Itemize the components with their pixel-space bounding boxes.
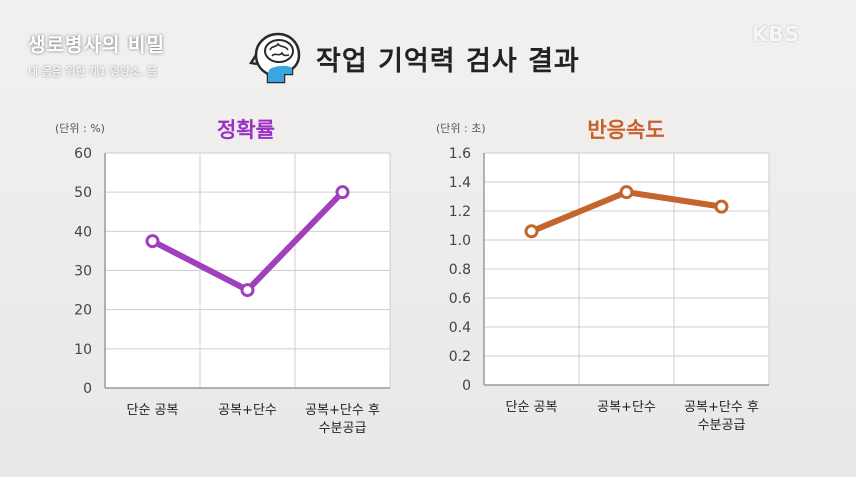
reaction-y-tick-label: 0.6: [449, 291, 471, 307]
accuracy-chart: (단위 : %) 정확률 0 10 20 30 40 50 60 단순 공복 공복+단수 공복+…: [55, 118, 391, 436]
reaction-y-tick-label: 0: [462, 378, 471, 394]
reaction-x-tick-label: 공복+단수: [597, 400, 656, 415]
reaction-x-tick-label: 공복+단수 후 수분공급: [684, 400, 759, 433]
reaction-data-point: [524, 224, 539, 239]
reaction-y-tick-label: 1.6: [449, 146, 471, 162]
reaction-y-tick-label: 1.4: [449, 175, 471, 191]
accuracy-y-ticks: 0 10 20 30 40 50 60: [74, 146, 92, 397]
accuracy-y-tick-label: 50: [74, 185, 92, 201]
program-subtitle: 내 몸을 위한 제1 영양소, 물: [28, 65, 158, 78]
reaction-x-ticks: 단순 공복 공복+단수 공복+단수 후 수분공급: [506, 400, 759, 433]
reaction-points: [524, 185, 729, 239]
reaction-y-tick-label: 0.4: [449, 320, 471, 336]
program-title: 생로병사의 비밀: [28, 34, 165, 56]
accuracy-y-tick-label: 10: [74, 342, 92, 358]
reaction-x-tick-label: 단순 공복: [506, 400, 558, 415]
reaction-data-point: [714, 199, 729, 214]
accuracy-data-point: [240, 283, 255, 298]
accuracy-y-tick-label: 30: [74, 264, 92, 280]
accuracy-x-tick-label: 공복+단수: [218, 403, 277, 418]
page-title: 작업 기억력 검사 결과: [316, 45, 580, 77]
program-logo: 생로병사의 비밀 내 몸을 위한 제1 영양소, 물: [28, 30, 198, 92]
accuracy-x-tick-label: 공복+단수 후 수분공급: [305, 403, 380, 436]
reaction-y-tick-label: 1.0: [449, 233, 471, 249]
reaction-time-chart: (단위 : 초) 반응속도 00.20.40.60.81.01.21.41.6 …: [436, 118, 770, 433]
accuracy-grid: [104, 152, 391, 389]
accuracy-chart-title: 정확률: [217, 118, 275, 142]
reaction-grid: [483, 152, 770, 386]
accuracy-points: [145, 185, 350, 298]
accuracy-x-tick-label: 단순 공복: [127, 403, 179, 418]
reaction-y-tick-label: 1.2: [449, 204, 471, 220]
channel-logo: KBS: [751, 22, 800, 46]
accuracy-y-tick-label: 20: [74, 303, 92, 319]
reaction-unit-label: (단위 : 초): [436, 122, 486, 135]
page-header: 작업 기억력 검사 결과: [248, 30, 580, 86]
accuracy-unit-label: (단위 : %): [55, 122, 105, 135]
reaction-y-tick-label: 0.2: [449, 349, 471, 365]
reaction-y-ticks: 0 0.2 0.4 0.6 0.8 1.0 1.2 1.4 1.6: [449, 146, 471, 394]
reaction-y-tick-label: 0.8: [449, 262, 471, 278]
accuracy-data-point: [145, 234, 160, 249]
reaction-chart-title: 반응속도: [587, 118, 664, 142]
head-brain-water-icon: [248, 32, 301, 84]
accuracy-y-tick-label: 60: [74, 146, 92, 162]
accuracy-x-ticks: 단순 공복 공복+단수 공복+단수 후 수분공급: [127, 403, 380, 436]
reaction-data-point: [619, 185, 634, 200]
accuracy-data-point: [335, 185, 350, 200]
accuracy-y-tick-label: 40: [74, 224, 92, 240]
accuracy-y-tick-label: 0: [83, 381, 92, 397]
